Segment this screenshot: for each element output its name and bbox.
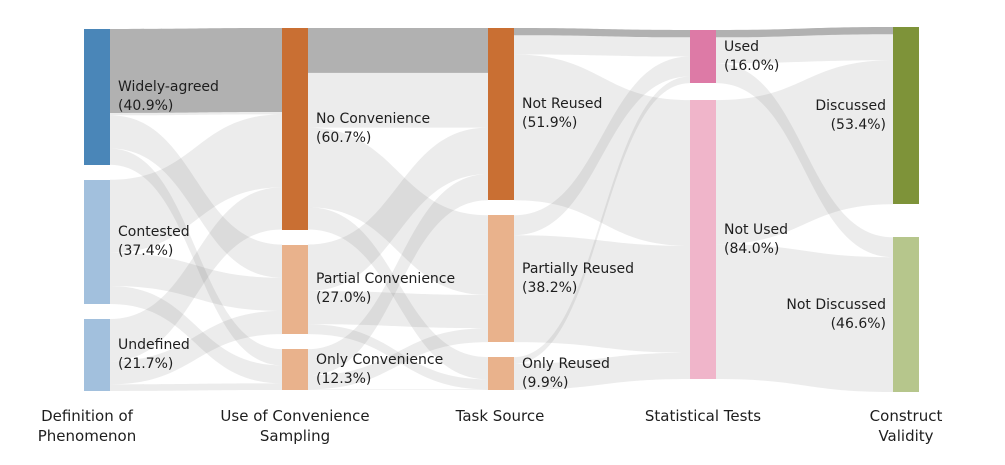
axis-label-line: Phenomenon <box>37 427 137 445</box>
node-not_used <box>690 100 716 379</box>
node-label-percent: (38.2%) <box>522 279 578 296</box>
node-label-text: Not Used <box>724 221 789 238</box>
node-label-text: Contested <box>118 223 190 240</box>
node-label-percent: (16.0%) <box>724 57 780 74</box>
axis-label-line: Statistical Tests <box>644 407 762 425</box>
flow-partial_convenience-to-partially_reused <box>308 291 488 329</box>
axis-label-line: Task Source <box>455 407 545 425</box>
node-widely_agreed <box>84 29 110 165</box>
node-label-undefined: Undefined (21.7%) <box>118 336 190 374</box>
flow-contested-to-only_convenience <box>110 286 282 384</box>
node-label-text: Used <box>724 38 760 55</box>
node-label-no_convenience: No Convenience (60.7%) <box>316 110 430 148</box>
flow-partially_reused-to-used <box>514 56 690 236</box>
node-partially_reused <box>488 215 514 343</box>
flow-no_convenience-to-only_reused <box>308 207 488 380</box>
node-undefined <box>84 318 110 391</box>
flow-undefined-to-no_convenience <box>110 187 282 362</box>
node-label-text: No Convenience <box>316 110 431 127</box>
axis-label-definition_of_phenomenon: Definition of Phenomenon <box>0 406 177 446</box>
node-label-text: Only Convenience <box>316 351 444 368</box>
flow-contested-to-partial_convenience <box>110 252 282 311</box>
node-label-contested: Contested (37.4%) <box>118 223 190 261</box>
flow-no_convenience-to-partially_reused <box>308 127 488 295</box>
flow-not_used-to-discussed <box>716 60 893 245</box>
node-label-text: Partial Convenience <box>316 271 456 288</box>
axis-label-line: Definition of <box>41 407 133 425</box>
node-label-widely_agreed: Widely-agreed (40.9%) <box>118 78 219 116</box>
node-label-used: Used (16.0%) <box>724 38 779 76</box>
node-label-percent: (9.9%) <box>522 374 569 391</box>
node-label-not_used: Not Used (84.0%) <box>724 221 788 259</box>
node-label-text: Only Reused <box>522 355 610 372</box>
node-used <box>690 30 716 84</box>
highlight-flow-used-to-discussed <box>716 27 893 38</box>
node-label-text: Widely-agreed <box>118 78 219 95</box>
node-no_convenience <box>282 28 308 230</box>
flow-undefined-to-partial_convenience <box>110 310 282 385</box>
flow-partial_convenience-to-only_reused <box>308 324 488 390</box>
flow-widely_agreed-to-partial_convenience <box>110 115 282 278</box>
flow-only_reused-to-not_used <box>514 352 690 390</box>
node-only_convenience <box>282 349 308 390</box>
node-label-percent: (46.6%) <box>830 315 886 332</box>
node-label-text: Partially Reused <box>522 260 634 277</box>
node-label-discussed: Discussed (53.4%) <box>815 97 886 135</box>
node-label-text: Not Discussed <box>786 296 886 313</box>
axis-label-line: Validity <box>878 427 934 445</box>
flow-partially_reused-to-not_used <box>514 235 690 353</box>
flow-used-to-not_discussed <box>716 63 893 258</box>
axis-label-use_of_convenience_sampling: Use of Convenience Sampling <box>205 406 385 446</box>
axis-label-construct_validity: Construct Validity <box>816 406 996 446</box>
flow-only_reused-to-used <box>514 76 690 364</box>
node-not_discussed <box>893 237 919 392</box>
node-label-text: Undefined <box>118 336 190 353</box>
node-label-not_discussed: Not Discussed (46.6%) <box>786 296 886 334</box>
flow-undefined-to-only_convenience <box>110 383 282 391</box>
node-label-percent: (27.0%) <box>316 290 372 307</box>
node-label-percent: (21.7%) <box>118 355 174 372</box>
node-label-percent: (37.4%) <box>118 242 174 259</box>
node-label-only_reused: Only Reused (9.9%) <box>522 355 610 393</box>
flow-not_reused-to-not_used <box>514 54 690 246</box>
flow-partial_convenience-to-not_reused <box>308 127 488 292</box>
node-label-text: Discussed <box>815 97 886 114</box>
node-label-percent: (53.4%) <box>830 116 886 133</box>
node-label-partially_reused: Partially Reused (38.2%) <box>522 260 634 298</box>
highlight-flow-widely_agreed-to-no_convenience <box>110 28 282 113</box>
flow-only_convenience-to-partially_reused <box>308 328 488 390</box>
node-label-not_reused: Not Reused (51.9%) <box>522 95 602 133</box>
axis-label-line: Construct <box>869 407 943 425</box>
node-label-partial_convenience: Partial Convenience (27.0%) <box>316 270 455 308</box>
node-label-text: Not Reused <box>522 96 603 113</box>
flow-only_convenience-to-only_reused <box>308 389 488 390</box>
node-label-percent: (84.0%) <box>724 240 780 257</box>
node-label-percent: (40.9%) <box>118 97 174 114</box>
node-discussed <box>893 27 919 205</box>
node-label-percent: (60.7%) <box>316 129 372 146</box>
flow-widely_agreed-to-only_convenience <box>110 148 282 366</box>
axis-label-task_source: Task Source <box>410 406 590 426</box>
node-label-only_convenience: Only Convenience (12.3%) <box>316 351 443 389</box>
node-label-percent: (51.9%) <box>522 115 578 132</box>
node-label-percent: (12.3%) <box>316 370 372 387</box>
highlight-flow-not_reused-to-used <box>514 28 690 38</box>
flow-not_used-to-not_discussed <box>716 244 893 392</box>
axis-label-line: Sampling <box>259 427 331 445</box>
flow-contested-to-no_convenience <box>110 114 282 253</box>
node-not_reused <box>488 28 514 201</box>
node-partial_convenience <box>282 244 308 335</box>
highlight-flow-no_convenience-to-not_reused <box>308 28 488 73</box>
axis-label-line: Use of Convenience <box>220 407 370 425</box>
flow-only_convenience-to-not_reused <box>308 174 488 376</box>
axis-label-statistical_tests: Statistical Tests <box>613 406 793 426</box>
node-contested <box>84 179 110 304</box>
node-only_reused <box>488 357 514 390</box>
